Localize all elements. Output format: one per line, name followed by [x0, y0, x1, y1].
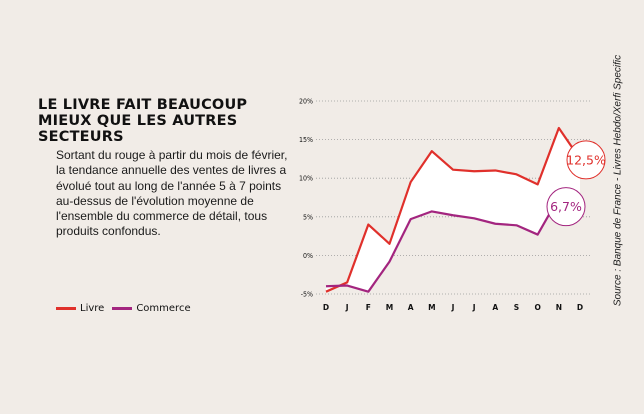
gap-band	[326, 128, 580, 292]
legend-item-commerce: Commerce	[112, 302, 191, 314]
legend-swatch-commerce	[112, 306, 133, 310]
x-tick-label: F	[366, 303, 371, 312]
legend-label-livre: Livre	[80, 302, 105, 314]
y-tick-label: 0%	[303, 252, 313, 260]
x-tick-label: M	[386, 303, 393, 312]
annotation-label-commerce: 6,7%	[550, 199, 582, 214]
x-tick-label: J	[472, 303, 476, 312]
annotation-circle-livre	[566, 140, 606, 180]
series-line-livre	[325, 126, 581, 293]
y-tick-label: 20%	[299, 98, 313, 106]
y-tick-label: 15%	[299, 136, 313, 144]
chart-legend: Livre Commerce	[56, 301, 191, 315]
legend-label-commerce: Commerce	[136, 302, 191, 314]
x-tick-label: N	[556, 303, 562, 312]
x-tick-label: D	[577, 303, 583, 312]
x-tick-label: S	[514, 303, 519, 312]
x-tick-label: D	[323, 303, 329, 312]
x-tick-label: J	[345, 303, 349, 312]
x-tick-label: A	[408, 303, 414, 312]
legend-item-livre: Livre	[56, 303, 104, 314]
x-tick-label: M	[428, 303, 435, 312]
series-line-commerce	[325, 196, 581, 293]
source-note: Source : Banque de France - Livres Hebdo…	[612, 54, 624, 307]
y-tick-label: -5%	[301, 291, 313, 299]
y-tick-label: 5%	[303, 213, 313, 221]
chart-title-line: MIEUX QUE LES AUTRES	[38, 113, 238, 129]
annotation-circle-commerce	[546, 187, 586, 227]
y-tick-label: 10%	[299, 175, 313, 183]
chart-title-line: SECTEURS	[38, 129, 124, 145]
chart-description: Sortant du rouge à partir du mois de fév…	[56, 148, 288, 239]
chart-title: LE LIVRE FAIT BEAUCOUP MIEUX QUE LES AUT…	[38, 97, 283, 145]
annotation-label-livre: 12,5%	[566, 152, 606, 167]
chart-title-line: LE LIVRE FAIT BEAUCOUP	[38, 97, 248, 113]
x-tick-label: J	[451, 303, 455, 312]
x-tick-label: A	[492, 303, 498, 312]
x-tick-label: O	[534, 303, 540, 312]
legend-swatch-livre	[56, 306, 76, 310]
